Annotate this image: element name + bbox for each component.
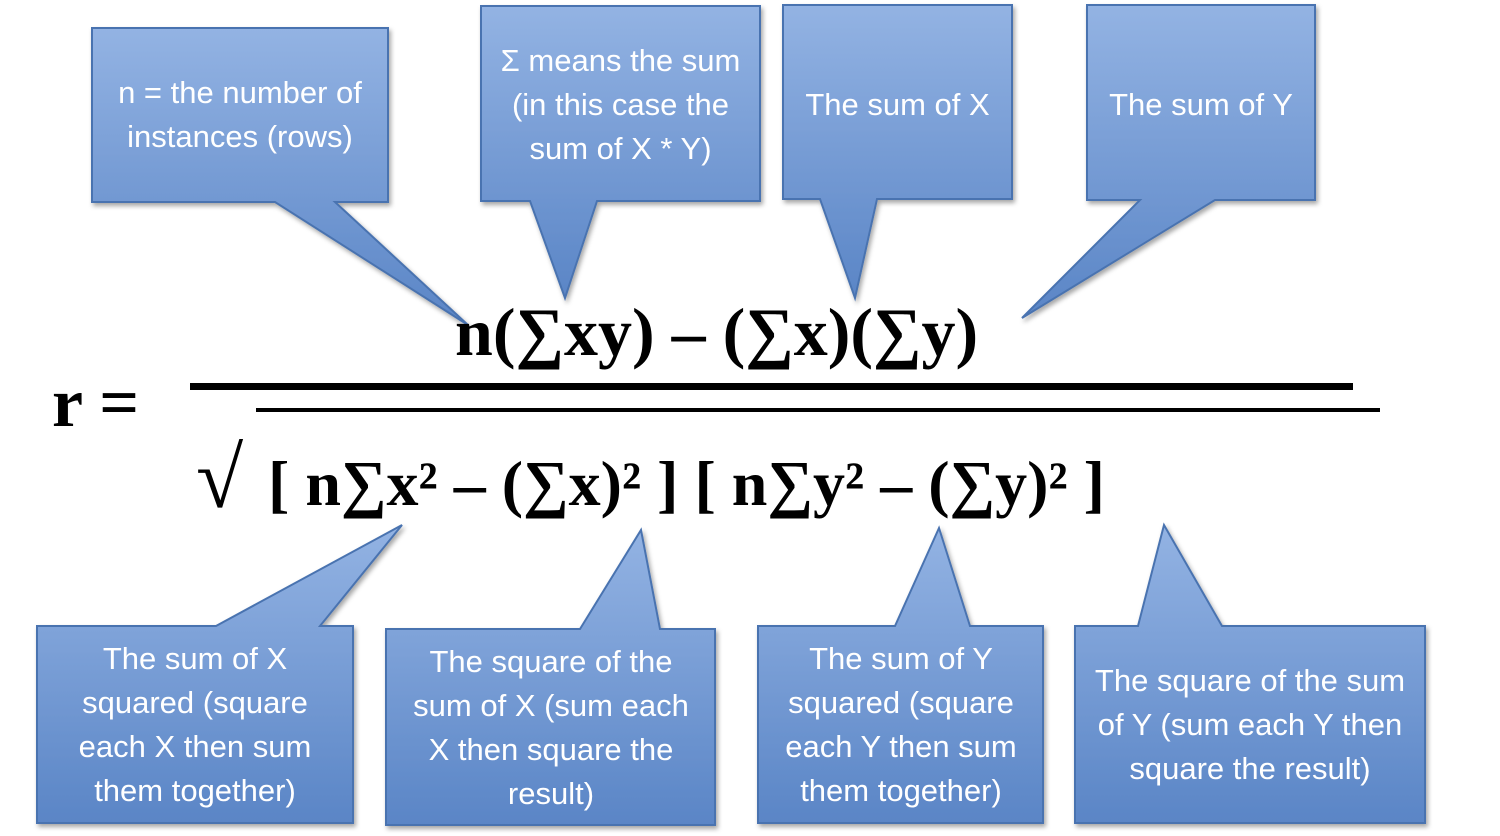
callout-sum-x-squared-text: The sum of X squared (square each X then… — [78, 641, 312, 808]
callout-sum-y — [1021, 4, 1316, 319]
callout-square-sum-y — [1074, 522, 1426, 824]
callout-sum-y-text: The sum of Y — [1109, 87, 1293, 122]
callout-square-sum-x-text: The square of the sum of X (sum each X t… — [413, 644, 689, 811]
callout-sum-x-squared — [36, 524, 403, 824]
callout-sum-y-squared — [757, 525, 1044, 824]
callout-sum-y-squared-text: The sum of Y squared (square each Y then… — [785, 641, 1017, 808]
callout-square-sum-x — [385, 527, 716, 826]
callout-square-sum-y-text: The square of the sum of Y (sum each Y t… — [1094, 663, 1406, 786]
radical-overline — [256, 408, 1380, 412]
formula-numerator: n(∑xy) – (∑x)(∑y) — [455, 294, 979, 370]
fraction-bar — [190, 383, 1353, 390]
formula-r-symbol: r = — [52, 365, 140, 442]
callout-sum-x — [782, 4, 1013, 302]
callout-sigma-sum — [480, 5, 761, 302]
callout-sigma-sum-text: Σ means the sum (in this case the sum of… — [500, 43, 741, 166]
formula-denominator: [ n∑x² – (∑x)² ] [ n∑y² – (∑y)² ] — [268, 448, 1105, 519]
callout-n-instances — [91, 27, 469, 326]
callout-sum-x-text: The sum of X — [805, 87, 990, 122]
callout-n-instances-text: n = the number of instances (rows) — [118, 75, 362, 154]
radical-sign: √ — [196, 430, 244, 526]
